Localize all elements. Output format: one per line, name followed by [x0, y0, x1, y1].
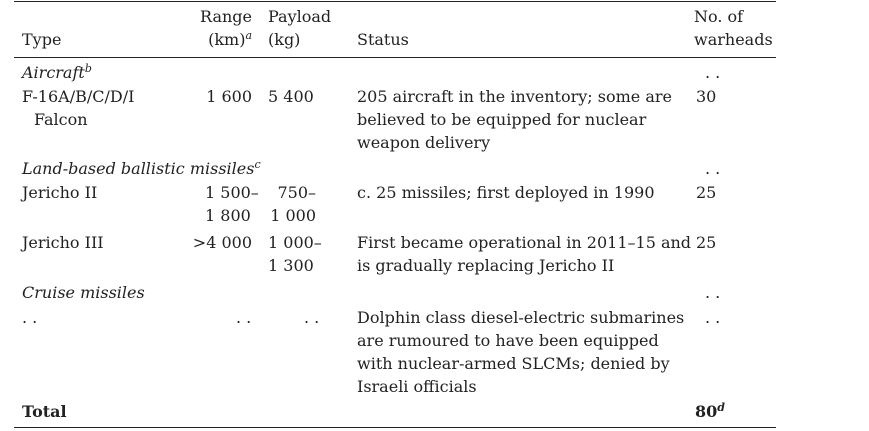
header-range: Range (km)a — [200, 7, 252, 49]
jericho2-range: 1 500– 1 800 — [205, 183, 259, 225]
f16-payload: 5 400 — [268, 87, 314, 106]
f16-warheads: 30 — [696, 87, 717, 106]
header-type: Type — [22, 30, 62, 49]
cruise-payload: . . — [304, 308, 320, 327]
jericho2-type: Jericho II — [22, 183, 98, 202]
land-warheads: . . — [705, 159, 721, 178]
jericho2-warheads: 25 — [696, 183, 717, 202]
jericho2-status: c. 25 missiles; first deployed in 1990 — [357, 183, 655, 202]
jericho3-type: Jericho III — [22, 233, 104, 252]
cruise-section-warheads: . . — [705, 283, 721, 302]
jericho3-warheads: 25 — [696, 233, 717, 252]
header-payload: Payload (kg) — [268, 7, 332, 49]
aircraft-warheads: . . — [705, 63, 721, 82]
top-rule — [14, 1, 776, 2]
jericho3-range: >4 000 — [192, 233, 252, 252]
header-status: Status — [357, 30, 409, 49]
jericho2-payload: 750– 1 000 — [270, 183, 316, 225]
header-warheads: No. of warheads — [694, 7, 773, 49]
section-cruise: Cruise missiles — [22, 283, 145, 302]
cruise-status: Dolphin class diesel-electric submarines… — [357, 308, 685, 396]
f16-range: 1 600 — [206, 87, 252, 106]
jericho3-payload: 1 000– 1 300 — [268, 233, 322, 275]
section-land-based: Land-based ballistic missilesc — [22, 158, 261, 178]
f16-type: F-16A/B/C/D/I Falcon — [22, 87, 135, 129]
header-rule — [14, 57, 776, 58]
total-label: Total — [22, 402, 67, 421]
f16-status: 205 aircraft in the inventory; some are … — [357, 87, 672, 152]
cruise-type: . . — [22, 308, 38, 327]
cruise-warheads: . . — [705, 308, 721, 327]
cruise-range: . . — [236, 308, 252, 327]
nuclear-forces-table: Type Range (km)a Payload (kg) Status No.… — [14, 0, 776, 431]
jericho3-status: First became operational in 2011–15 and … — [357, 233, 692, 275]
bottom-rule — [14, 427, 776, 428]
section-aircraft: Aircraftb — [22, 62, 92, 82]
total-warheads: 80d — [695, 401, 725, 421]
